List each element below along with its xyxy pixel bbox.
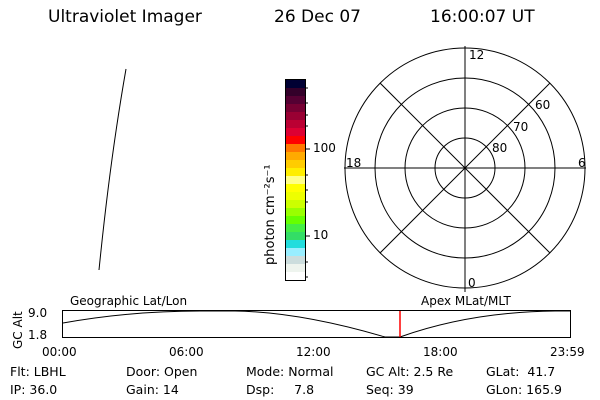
mlt-diagonal-2 — [379, 82, 551, 254]
colorbar-band — [286, 264, 305, 273]
colorbar-band — [286, 152, 305, 161]
x-tick-1200: 12:00 — [296, 345, 331, 359]
colorbar-band — [286, 96, 305, 105]
colorbar-label: photon cm⁻²s⁻¹ — [263, 164, 278, 265]
orbit-ylabel: GC Alt — [11, 311, 25, 349]
colorbar-frame — [285, 79, 306, 281]
colorbar-band — [286, 128, 305, 137]
filter-info: Flt: LBHL — [10, 364, 66, 379]
geographic-label: Geographic Lat/Lon — [70, 294, 188, 308]
colorbar — [286, 80, 305, 281]
colorbar-band — [286, 208, 305, 217]
orbit-panel-frame — [62, 310, 571, 338]
colorbar-band — [286, 184, 305, 193]
colorbar-band — [286, 240, 305, 249]
colorbar-band — [286, 144, 305, 153]
dsp-info: Dsp: 7.8 — [246, 382, 315, 397]
door-info: Door: Open — [126, 364, 198, 379]
x-tick-0000: 00:00 — [42, 345, 77, 359]
mlt-label-18: 18 — [346, 156, 362, 170]
colorbar-band — [286, 224, 305, 233]
colorbar-band — [286, 160, 305, 169]
colorbar-band — [286, 216, 305, 225]
ip-info: IP: 36.0 — [10, 382, 58, 397]
x-tick-2359: 23:59 — [550, 345, 585, 359]
mlt-label-0: 0 — [468, 276, 476, 290]
colorbar-band — [286, 232, 305, 241]
colorbar-band — [286, 120, 305, 129]
lat-label-80: 80 — [492, 141, 508, 155]
lat-label-60: 60 — [535, 98, 551, 112]
mlt-label-6: 6 — [578, 156, 586, 170]
x-tick-1800: 18:00 — [423, 345, 458, 359]
y-tick-1-8: 1.8 — [28, 328, 48, 342]
polar-plot — [344, 46, 586, 292]
colorbar-band — [286, 112, 305, 121]
colorbar-band — [286, 200, 305, 209]
colorbar-tick-100: 100 — [313, 141, 336, 155]
colorbar-band — [286, 256, 305, 265]
colorbar-band — [286, 272, 305, 281]
colorbar-ticks — [305, 87, 310, 278]
glon-info: GLon: 165.9 — [486, 382, 562, 397]
glat-info: GLat: 41.7 — [486, 364, 556, 379]
altitude-curve — [62, 310, 570, 338]
colorbar-band — [286, 168, 305, 177]
geographic-trace — [98, 68, 127, 271]
colorbar-band — [286, 192, 305, 201]
colorbar-band — [286, 136, 305, 145]
colorbar-band — [286, 80, 305, 89]
colorbar-band — [286, 248, 305, 257]
y-tick-9: 9.0 — [28, 306, 48, 320]
date-label: 26 Dec 07 — [274, 7, 361, 27]
colorbar-band — [286, 88, 305, 97]
mlt-label-12: 12 — [469, 48, 485, 62]
instrument-title: Ultraviolet Imager — [48, 7, 202, 27]
apex-label: Apex MLat/MLT — [421, 294, 511, 308]
colorbar-band — [286, 104, 305, 113]
gain-info: Gain: 14 — [126, 382, 179, 397]
time-label: 16:00:07 UT — [430, 7, 535, 27]
x-tick-0600: 06:00 — [169, 345, 204, 359]
seq-info: Seq: 39 — [366, 382, 414, 397]
colorbar-tick-10: 10 — [313, 228, 329, 242]
colorbar-band — [286, 176, 305, 185]
mode-info: Mode: Normal — [246, 364, 334, 379]
gc-alt-info: GC Alt: 2.5 Re — [366, 364, 454, 379]
lat-label-70: 70 — [513, 120, 529, 134]
